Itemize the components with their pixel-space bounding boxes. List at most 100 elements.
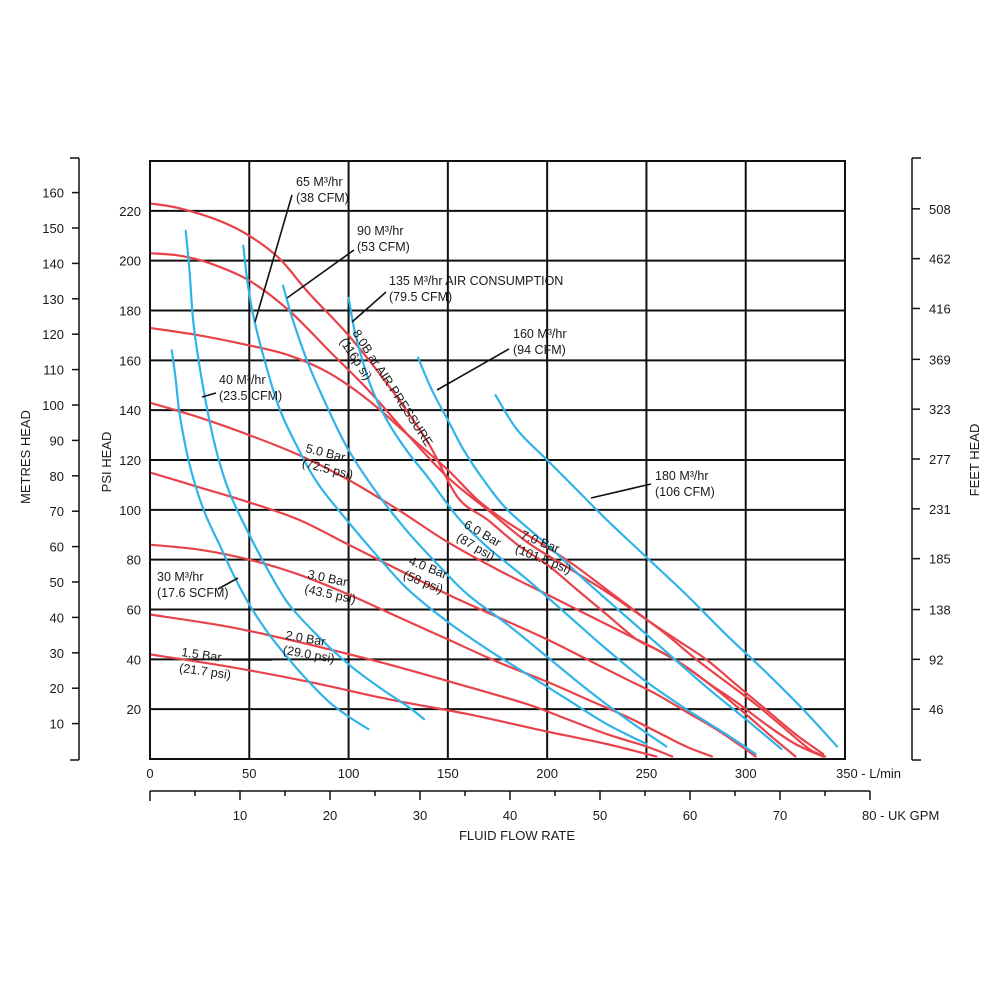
y-tick-label-metres-30: 30 (50, 646, 64, 661)
air-curve-180-m-hr-106-cfm (494, 394, 839, 748)
annotation-a160-line2: (94 CFM) (513, 343, 566, 357)
x-tick-label-lmin-0: 0 (146, 766, 153, 781)
y-axis-title-metres: METRES HEAD (18, 410, 33, 504)
y-tick-label-metres-100: 100 (42, 398, 64, 413)
annotation-a90: 90 M³/hr (53 CFM) (357, 224, 410, 254)
y-tick-label-feet-92: 92 (929, 652, 943, 667)
x-tick-label-gpm-30: 30 (413, 808, 427, 823)
y-tick-label-metres-160: 160 (42, 186, 64, 201)
leader-a40 (201, 392, 217, 398)
y-tick-label-metres-130: 130 (42, 292, 64, 307)
annotation-a30: 30 M³/hr (17.6 SCFM) (157, 570, 229, 600)
y-tick-label-feet-462: 462 (929, 252, 951, 267)
leader-a135 (351, 291, 387, 323)
pressure-curve-5-0-bar-72-5-psi (148, 401, 797, 758)
y-tick-label-feet-508: 508 (929, 202, 951, 217)
annotation-p15-line1: 1.5 Bar (181, 645, 223, 664)
y-tick-label-psi-120: 120 (119, 453, 141, 468)
y-tick-label-psi-80: 80 (127, 553, 141, 568)
x-tick-label-lmin-350: 350 - L/min (836, 766, 901, 781)
air-curve-90-m-hr-53-cfm (281, 284, 668, 748)
y-tick-label-psi-60: 60 (127, 603, 141, 618)
annotation-p7: 7.0 Bar(101.5 psi) (513, 528, 573, 577)
y-tick-label-feet-369: 369 (929, 352, 951, 367)
leader-a65 (254, 194, 293, 323)
grid (150, 161, 845, 759)
y-tick-label-feet-277: 277 (929, 452, 951, 467)
x-tick-label-lmin-300: 300 (735, 766, 757, 781)
curves (148, 202, 839, 758)
x-tick-label-gpm-50: 50 (593, 808, 607, 823)
annotation-a40-line1: 40 M³/hr (219, 373, 266, 387)
y-tick-label-metres-60: 60 (50, 540, 64, 555)
y-tick-label-metres-90: 90 (50, 433, 64, 448)
annotation-a90-line2: (53 CFM) (357, 240, 410, 254)
x-tick-label-gpm-10: 10 (233, 808, 247, 823)
x-tick-label-lmin-50: 50 (242, 766, 256, 781)
y-tick-label-metres-80: 80 (50, 469, 64, 484)
annotation-a160-line1: 160 M³/hr (513, 327, 567, 341)
y-tick-label-psi-160: 160 (119, 353, 141, 368)
annotation-p8: 8.0B ar AIR PRESSURE(116p si) (337, 327, 435, 449)
y-tick-label-metres-50: 50 (50, 575, 64, 590)
pressure-curve-3-0-bar-43-5-psi (148, 543, 714, 758)
air-curve-65-m-hr-38-cfm (242, 244, 648, 746)
y-tick-label-feet-416: 416 (929, 301, 951, 316)
y-tick-label-metres-70: 70 (50, 504, 64, 519)
y-tick-label-psi-20: 20 (127, 702, 141, 717)
y-tick-label-psi-100: 100 (119, 503, 141, 518)
annotation-a135-line1: 135 M³/hr AIR CONSUMPTION (389, 274, 563, 288)
leader-a90 (286, 249, 355, 299)
y-tick-label-metres-120: 120 (42, 327, 64, 342)
annotation-p2-line1: 2.0 Bar (284, 628, 326, 649)
y-tick-label-psi-40: 40 (127, 652, 141, 667)
y-tick-label-metres-110: 110 (43, 363, 64, 378)
pressure-curve-4-0-bar-58-psi (148, 471, 757, 758)
x-tick-label-gpm-40: 40 (503, 808, 517, 823)
pressure-curve-7-0-bar-101-5-psi (148, 252, 825, 756)
pressure-curve-1-5-bar-21-7-psi (148, 653, 658, 758)
y-tick-label-feet-323: 323 (929, 402, 951, 417)
annotation-p15-line2: (21.7 psi) (178, 661, 232, 682)
air-curve-40-m-hr-23-5-cfm (184, 229, 426, 721)
x-tick-label-lmin-100: 100 (338, 766, 360, 781)
plot-border (149, 160, 846, 760)
annotation-leaders (201, 194, 652, 661)
y-tick-label-feet-185: 185 (929, 552, 951, 567)
leader-a30 (217, 577, 239, 590)
pressure-curve-2-0-bar-29-0-psi (148, 613, 674, 758)
y-tick-label-metres-20: 20 (50, 681, 64, 696)
annotation-p15: 1.5 Bar(21.7 psi) (178, 645, 232, 682)
annotation-a135: 135 M³/hr AIR CONSUMPTION (79.5 CFM) (389, 274, 563, 304)
y-tick-label-metres-40: 40 (50, 610, 64, 625)
x-tick-label-gpm-70: 70 (773, 808, 787, 823)
y-tick-label-feet-46: 46 (929, 702, 943, 717)
x-axis-title: FLUID FLOW RATE (459, 828, 575, 843)
annotation-a40: 40 M³/hr (23.5 CFM) (219, 373, 282, 403)
leader-a160 (436, 348, 510, 391)
y-tick-label-feet-138: 138 (929, 603, 951, 618)
annotation-a180: 180 M³/hr (106 CFM) (655, 469, 715, 499)
pressure-curve-6-0-bar-87-psi (148, 326, 827, 758)
y-tick-label-metres-10: 10 (50, 717, 64, 732)
plot-frame (149, 160, 846, 760)
annotation-a40-line2: (23.5 CFM) (219, 389, 282, 403)
annotation-a180-line2: (106 CFM) (655, 485, 715, 499)
annotation-a135-line2: (79.5 CFM) (389, 290, 452, 304)
air-curve-135-m-hr-air-consumption-79-5-cfm (347, 296, 757, 756)
annotation-a65-line2: (38 CFM) (296, 191, 349, 205)
x-tick-label-gpm-20: 20 (323, 808, 337, 823)
annotation-a180-line1: 180 M³/hr (655, 469, 709, 483)
y-tick-label-psi-140: 140 (119, 403, 141, 418)
annotation-a30-line2: (17.6 SCFM) (157, 586, 229, 600)
annotation-a65-line1: 65 M³/hr (296, 175, 343, 189)
annotation-a90-line1: 90 M³/hr (357, 224, 404, 238)
x-tick-label-lmin-250: 250 (636, 766, 658, 781)
y-tick-label-psi-220: 220 (119, 204, 141, 219)
air-curve-160-m-hr-94-cfm (417, 356, 783, 751)
x-tick-label-gpm-80: 80 - UK GPM (862, 808, 939, 823)
x-tick-label-gpm-60: 60 (683, 808, 697, 823)
annotation-p5: 5.0 Bar(72.5 psi) (301, 441, 355, 482)
x-tick-label-lmin-200: 200 (536, 766, 558, 781)
y-tick-label-metres-140: 140 (42, 256, 64, 271)
